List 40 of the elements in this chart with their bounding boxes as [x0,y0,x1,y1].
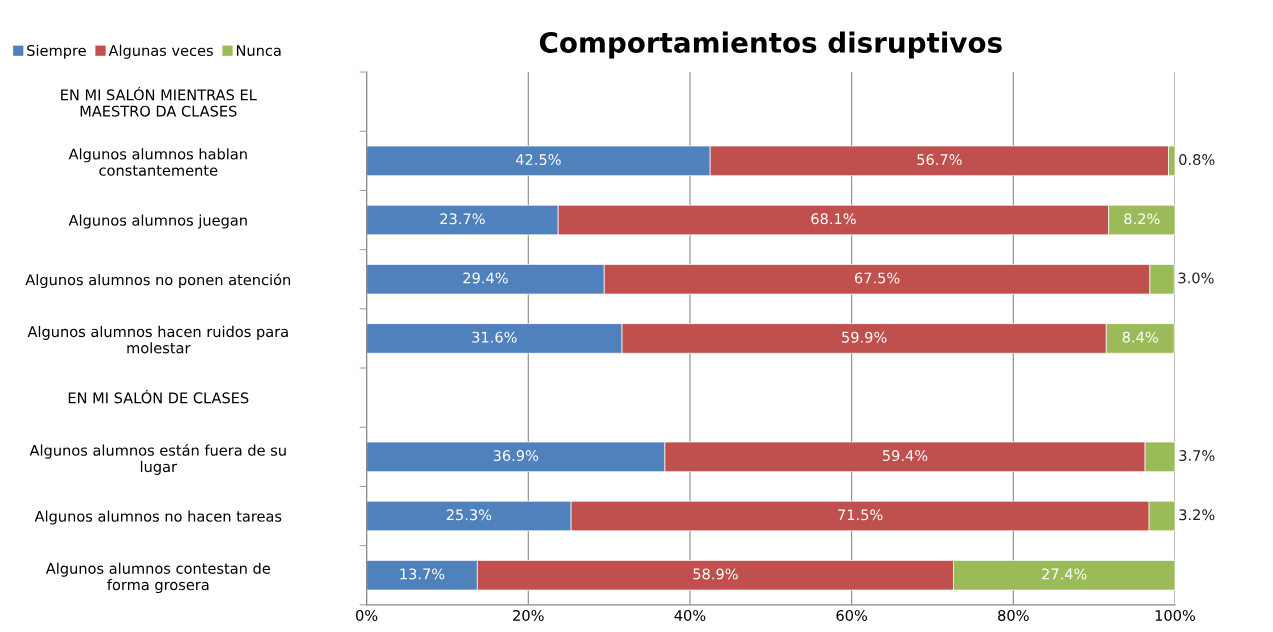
legend-label: Nunca [236,45,281,57]
data-label: 31.6% [472,331,517,343]
data-label: 56.7% [917,154,962,166]
data-label: 8.4% [1122,331,1158,343]
legend-label: Siempre [27,44,86,59]
data-label: 59.9% [842,331,887,343]
y-tick-label: Algunos alumnos juegan [68,214,247,229]
y-tick-label: EN MI SALÓN DE CLASES [68,389,249,404]
x-tick-label: 100% [1155,609,1196,621]
data-label: 25.3% [446,509,492,521]
data-label: 3.2% [1179,509,1215,521]
y-tick-label: Algunos alumnos contestan de forma grosera [45,562,271,594]
chart-title: Comportamientos disruptivos [539,31,1002,59]
y-tick-label: EN MI SALÓN MIENTRAS EL MAESTRO DA CLASES [61,86,257,117]
x-tick-label: 0% [356,609,378,621]
data-label: 29.4% [463,272,508,284]
x-tick-label: 60% [836,609,868,621]
x-tick-label: 40% [674,609,706,621]
data-label: 42.5% [515,154,561,166]
data-label: 67.5% [854,272,900,284]
data-label: 27.4% [1042,568,1087,580]
data-label: 13.7% [400,568,445,580]
data-label: 71.5% [838,509,883,521]
y-tick-label: Algunos alumnos hacen ruidos para molestar [27,325,288,354]
data-label: 0.8% [1179,154,1215,166]
y-tick-label: Algunos alumnos hablan constantemente [68,148,247,176]
data-label: 68.1% [811,213,856,225]
y-tick-label: Algunos alumnos no ponen atención [25,273,291,289]
data-label: 8.2% [1124,213,1160,225]
y-tick-label: Algunos alumnos no hacen tareas [34,510,282,525]
legend-label: Algunas veces [108,44,213,59]
data-label: 3.0% [1178,272,1214,284]
data-label: 59.4% [882,450,928,462]
data-label: 58.9% [693,568,738,580]
data-label: 23.7% [440,213,485,225]
data-label: 3.7% [1179,450,1215,462]
x-tick-label: 80% [998,609,1029,621]
y-tick-label: Algunos alumnos están fuera de su lugar [29,443,286,475]
x-tick-label: 20% [513,609,544,621]
data-label: 36.9% [493,450,539,462]
